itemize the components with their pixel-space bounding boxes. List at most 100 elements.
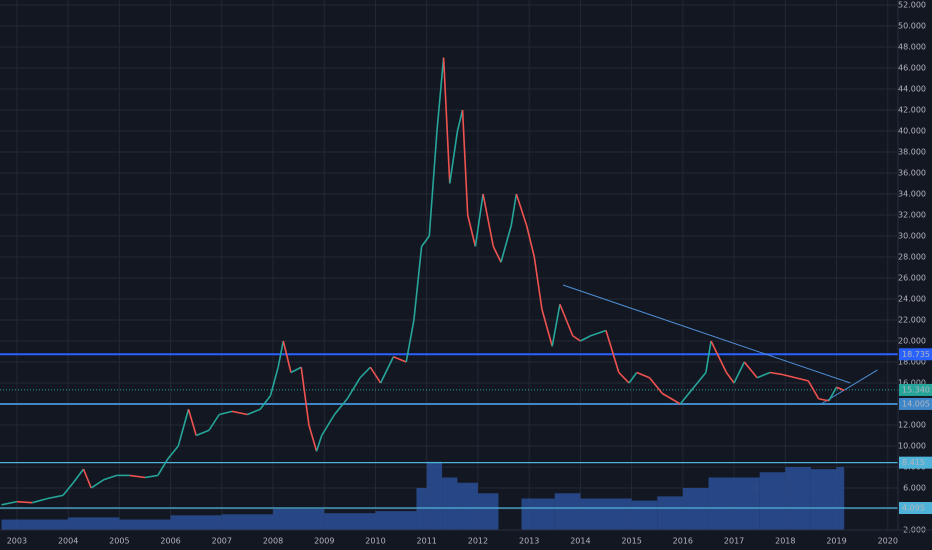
- x-tick-label: 2019: [826, 537, 846, 546]
- x-tick-label: 2009: [314, 537, 334, 546]
- y-tick-label: 30.000: [898, 232, 926, 241]
- price-segment: [436, 57, 445, 132]
- price-segment: [828, 386, 838, 402]
- price-segment: [710, 340, 728, 373]
- price-segment: [492, 246, 502, 263]
- price-segment: [219, 410, 233, 416]
- price-segment: [442, 57, 451, 184]
- price-segment: [321, 414, 336, 436]
- price-segment: [515, 193, 528, 226]
- volume-bar: [759, 472, 786, 530]
- x-tick-label: 2020: [878, 537, 898, 546]
- level-label: 18.735: [902, 350, 930, 359]
- price-segment: [580, 335, 592, 342]
- y-tick-label: 24.000: [898, 295, 926, 304]
- volume-bar: [836, 467, 845, 530]
- price-segment: [308, 424, 318, 452]
- price-segment: [333, 398, 348, 416]
- volume-bar: [554, 493, 581, 530]
- price-segment: [733, 361, 746, 384]
- y-tick-label: 16.000: [898, 379, 926, 388]
- price-segment: [618, 371, 630, 384]
- price-segment: [525, 225, 536, 258]
- volume-bar: [221, 514, 274, 530]
- price-segment: [405, 319, 415, 363]
- price-segment: [725, 372, 735, 384]
- x-tick-label: 2003: [7, 537, 27, 546]
- price-segment: [157, 458, 169, 476]
- volume-bar: [477, 493, 499, 530]
- price-segment: [16, 500, 33, 504]
- y-tick-label: 48.000: [898, 43, 926, 52]
- level-label: 4.095: [902, 504, 925, 513]
- price-segment: [47, 494, 64, 500]
- price-segment: [129, 474, 146, 479]
- x-tick-label: 2017: [724, 537, 744, 546]
- price-segment: [259, 395, 272, 410]
- y-tick-label: 50.000: [898, 22, 926, 31]
- price-segment: [636, 371, 650, 379]
- price-segment: [187, 409, 197, 436]
- level-tag: [899, 397, 932, 410]
- y-tick-label: 26.000: [898, 274, 926, 283]
- y-tick-label: 46.000: [898, 64, 926, 73]
- y-tick-label: 32.000: [898, 211, 926, 220]
- y-tick-label: 42.000: [898, 106, 926, 115]
- price-segment: [559, 303, 574, 337]
- price-segment: [456, 109, 464, 132]
- price-segment: [1, 500, 18, 506]
- y-tick-label: 40.000: [898, 127, 926, 136]
- level-label: 14.005: [902, 399, 930, 408]
- x-tick-label: 2016: [673, 537, 693, 546]
- y-tick-label: 12.000: [898, 421, 926, 430]
- price-segment: [393, 356, 407, 363]
- price-segment: [300, 367, 310, 426]
- volume-bar: [426, 461, 443, 530]
- y-tick-label: 34.000: [898, 190, 926, 199]
- volume-bar: [457, 482, 478, 530]
- volume-bar: [708, 477, 735, 530]
- price-segment: [231, 410, 248, 416]
- price-segment: [807, 380, 820, 400]
- volume-bar: [416, 488, 427, 530]
- price-segment: [533, 256, 543, 310]
- price-segment: [277, 340, 285, 368]
- volume-bar: [810, 469, 837, 530]
- price-segment: [346, 377, 361, 400]
- price-segment: [661, 392, 681, 405]
- level-tag: [899, 502, 932, 515]
- price-segment: [466, 214, 477, 247]
- y-tick-label: 44.000: [898, 85, 926, 94]
- price-segment: [572, 335, 581, 342]
- price-segment: [648, 377, 663, 395]
- price-segment: [413, 246, 423, 321]
- price-segment: [167, 445, 179, 460]
- x-tick-label: 2007: [212, 537, 232, 546]
- volume-bar: [324, 513, 376, 530]
- price-segment: [541, 309, 553, 347]
- y-tick-label: 20.000: [898, 337, 926, 346]
- price-segment: [679, 387, 694, 405]
- price-segment: [72, 468, 85, 484]
- volume-bar: [631, 500, 658, 530]
- y-tick-label: 6.000: [903, 484, 926, 493]
- volume-bar: [1, 519, 69, 530]
- y-tick-label: 38.000: [898, 148, 926, 157]
- x-tick-label: 2004: [58, 537, 78, 546]
- price-segment: [359, 366, 371, 379]
- price-segment: [32, 497, 48, 504]
- y-tick-label: 36.000: [898, 169, 926, 178]
- x-tick-label: 2010: [365, 537, 385, 546]
- price-segment: [103, 474, 118, 481]
- x-tick-label: 2011: [417, 537, 437, 546]
- volume-bar: [657, 496, 683, 530]
- price-segment: [461, 109, 469, 216]
- price-segment: [795, 376, 809, 382]
- level-label: 8.415: [902, 458, 925, 467]
- price-segment: [290, 366, 302, 374]
- price-segment: [605, 330, 620, 373]
- price-segment: [474, 193, 484, 247]
- volume-bar: [68, 517, 120, 530]
- price-segment: [62, 482, 74, 496]
